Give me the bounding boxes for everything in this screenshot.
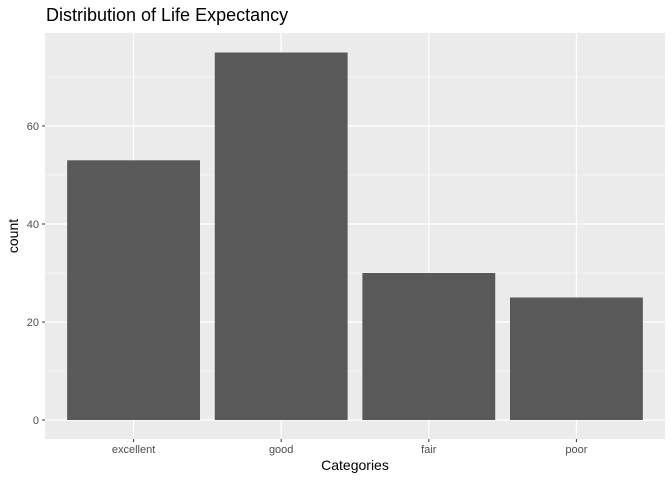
bar-good <box>214 52 348 420</box>
bars <box>67 52 643 421</box>
x-tick-label-excellent: excellent <box>112 444 155 456</box>
y-tick-label: 60 <box>27 121 39 133</box>
bar-poor <box>510 297 643 420</box>
bar-excellent <box>67 160 201 421</box>
x-tick-label-good: good <box>269 444 293 456</box>
y-axis: 0 20 40 60 <box>27 121 45 427</box>
y-tick-label: 0 <box>33 415 39 427</box>
chart-title: Distribution of Life Expectancy <box>46 5 288 25</box>
y-tick-label: 20 <box>27 317 39 329</box>
y-axis-title: count <box>5 219 21 253</box>
x-tick-label-poor: poor <box>565 444 587 456</box>
bar-fair <box>362 273 496 420</box>
x-axis-title: Categories <box>321 457 389 473</box>
x-tick-label-fair: fair <box>421 444 437 456</box>
x-axis: excellent good fair poor <box>112 439 588 456</box>
y-tick-label: 40 <box>27 219 39 231</box>
